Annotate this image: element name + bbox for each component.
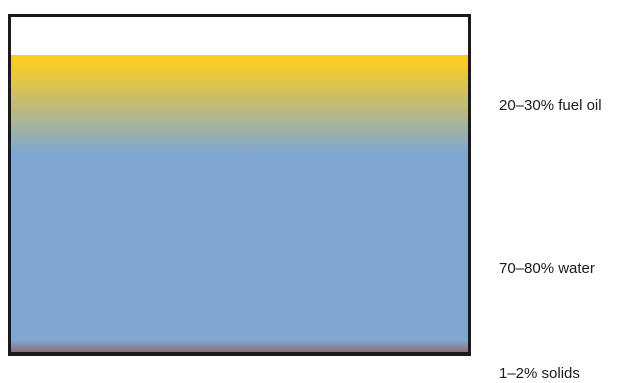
solids-label: 1–2% solids (499, 365, 580, 382)
water-label: 70–80% water (499, 260, 595, 277)
tank-headspace (11, 17, 468, 55)
tank-liquid-layers (11, 55, 468, 352)
tank-container (8, 14, 471, 356)
fuel-oil-label: 20–30% fuel oil (499, 97, 602, 114)
